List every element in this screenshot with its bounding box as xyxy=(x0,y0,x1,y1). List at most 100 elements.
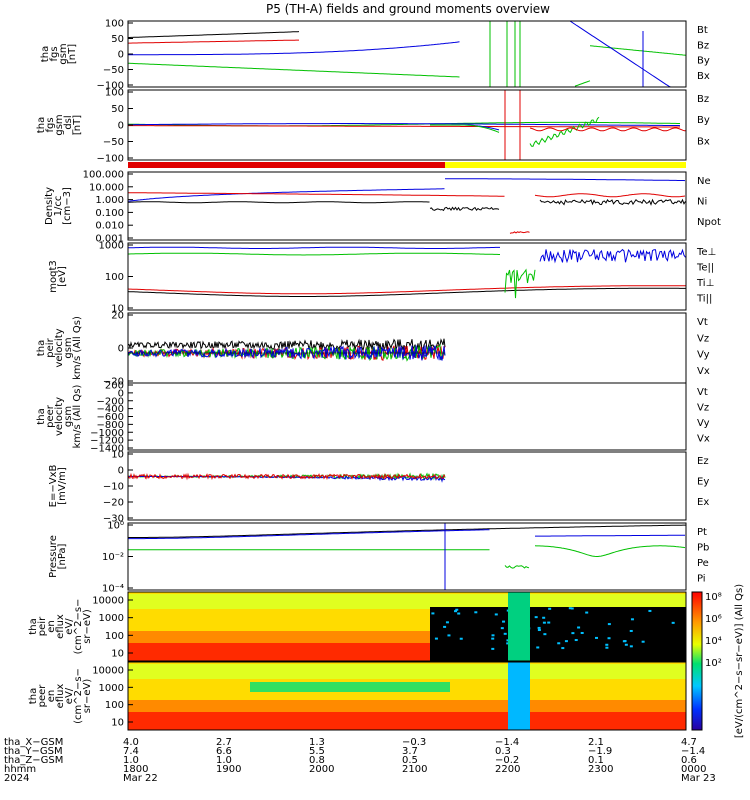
trace-npot xyxy=(128,188,445,202)
x-tick-value: 2300 xyxy=(588,764,613,775)
panel-pressure-traces xyxy=(128,523,686,590)
tick-label: −100 xyxy=(97,154,124,165)
trace-by-late xyxy=(589,45,686,56)
trace-pe xyxy=(534,545,686,557)
panel-peer_spec: 10000 1000 100 10 thapeerenefluxeV/(cm^2−s−s… xyxy=(28,661,687,731)
spectrogram-speckle xyxy=(534,616,538,619)
tick-label: 20 xyxy=(111,311,124,322)
x-row-label: tha_Y−GSM xyxy=(4,746,63,757)
x-tick-value: 4.0 xyxy=(123,737,139,748)
tick-label: 10⁰ xyxy=(107,521,124,532)
colorbar-tick: 10⁸ xyxy=(705,592,722,603)
tick-label: 10000 xyxy=(92,666,124,677)
y-label-line: tha xyxy=(40,46,51,62)
x-axis-labels: tha_X−GSM 4.0 2.7 1.3 −0.3 −1.4 2.1 4.7 tha_Y−GS… xyxy=(4,737,716,784)
colorbar-scale xyxy=(691,591,703,731)
y-label-line: tha xyxy=(28,688,39,704)
y-label-line: sr−eV) xyxy=(82,679,93,714)
plot-title: P5 (TH-A) fields and ground moments over… xyxy=(266,2,550,16)
y-label-line: peir xyxy=(37,616,48,636)
x-tick-value: 4.7 xyxy=(681,737,697,748)
y-label-line: [cm−3] xyxy=(62,187,73,225)
x-tick-value: 1.0 xyxy=(216,755,232,766)
panel-frame xyxy=(127,591,687,662)
spectrogram-speckle xyxy=(594,636,598,639)
spectrogram-speckle xyxy=(564,640,568,643)
panel-peir_v-traces xyxy=(128,338,446,362)
x-row-label: hhmm xyxy=(4,764,36,775)
y-label-line: tha xyxy=(36,117,47,133)
trace-ni xyxy=(128,201,430,204)
spectrogram-speckle xyxy=(494,613,498,616)
y-axis-label: E=−VxB[mV/m] xyxy=(48,465,68,508)
spectrogram-speckle xyxy=(491,634,495,637)
tick-label: 10.000 xyxy=(89,182,124,193)
y-label-line: peer xyxy=(37,684,48,708)
trace-npot xyxy=(445,178,686,182)
panel-pressure: 10⁰ 10⁻² 10⁻⁴ Pressure[nPa] Pt Pb Pe Pi xyxy=(48,521,709,595)
y-label-line: eflux xyxy=(55,684,66,709)
spectrogram-speckle xyxy=(630,618,634,621)
tick-label: 1000 xyxy=(99,613,124,624)
x-tick-value: 0.3 xyxy=(495,746,511,757)
panel-fgs_dsl-traces xyxy=(128,90,686,160)
legend-ey: Ey xyxy=(697,477,709,488)
mode-bar-fast xyxy=(445,162,686,168)
spectrogram-speckle xyxy=(607,623,611,626)
y-label-line: E=−VxB xyxy=(48,465,59,508)
colorbar-label: [eV/(cm^2−s−sr−eV)] (All Qs) xyxy=(734,584,745,738)
spectrogram-speckle xyxy=(622,640,626,643)
y-axis-label: Pressure[nPa] xyxy=(48,535,68,578)
spectrogram-low xyxy=(128,712,686,730)
panel-frame xyxy=(127,382,687,451)
legend-by: By xyxy=(697,56,710,67)
trace-ne xyxy=(128,192,505,197)
x-row-label: 2024 xyxy=(4,773,29,784)
y-axis-label: moqt3[eV] xyxy=(48,260,68,293)
x-tick-value: −1.4 xyxy=(681,746,705,757)
x-row-label: tha_Z−GSM xyxy=(4,755,63,766)
legend-npot: Npot xyxy=(697,217,721,228)
spectrogram-speckle xyxy=(570,607,574,610)
x-tick-value: 0.1 xyxy=(588,755,604,766)
tick-label: 10 xyxy=(111,304,124,315)
y-label-line: km/s (All Qs) xyxy=(72,316,83,380)
tick-label: 1000 xyxy=(99,241,124,252)
trace-bz xyxy=(128,39,299,44)
trace-bz xyxy=(128,125,680,128)
legend-bx: Bx xyxy=(697,136,710,147)
trace-ni xyxy=(429,206,500,212)
spectrogram-speckle xyxy=(605,643,609,646)
y-label-line: velocity xyxy=(54,397,65,436)
spectrogram-speckle xyxy=(547,621,551,624)
spectrogram-speckle xyxy=(457,612,461,615)
tick-label: 1000 xyxy=(99,683,124,694)
x-tick-value: 1.3 xyxy=(309,737,325,748)
tick-label: 0.100 xyxy=(95,208,124,219)
trace-by xyxy=(128,62,460,78)
spectrogram-speckle xyxy=(641,640,645,643)
legend-te⊥: Te⊥ xyxy=(696,247,716,258)
panel-frame xyxy=(127,451,687,521)
x-tick-value: 5.5 xyxy=(309,746,325,757)
spectrogram-speckle xyxy=(624,643,628,646)
trace-bt xyxy=(128,31,300,38)
tick-label: 10000 xyxy=(92,596,124,607)
tick-label: −10 xyxy=(103,482,124,493)
x-tick-value: 0000 xyxy=(681,764,706,775)
x-tick-value: 0.5 xyxy=(402,755,418,766)
legend-ez: Ez xyxy=(697,456,709,467)
trace-v xyxy=(128,345,446,361)
x-tick-value: 1800 xyxy=(123,764,148,775)
y-label-line: _dsl xyxy=(63,115,74,135)
spectrogram-speckle xyxy=(561,647,565,650)
spectrogram-high xyxy=(128,664,686,679)
x-tick-value: −1.4 xyxy=(495,737,519,748)
trace-pi xyxy=(128,529,490,540)
tick-label: 100 xyxy=(105,631,124,642)
x-tick-value: 3.7 xyxy=(402,746,418,757)
tick-label: 100 xyxy=(105,272,124,283)
tick-label: 0 xyxy=(118,50,124,61)
